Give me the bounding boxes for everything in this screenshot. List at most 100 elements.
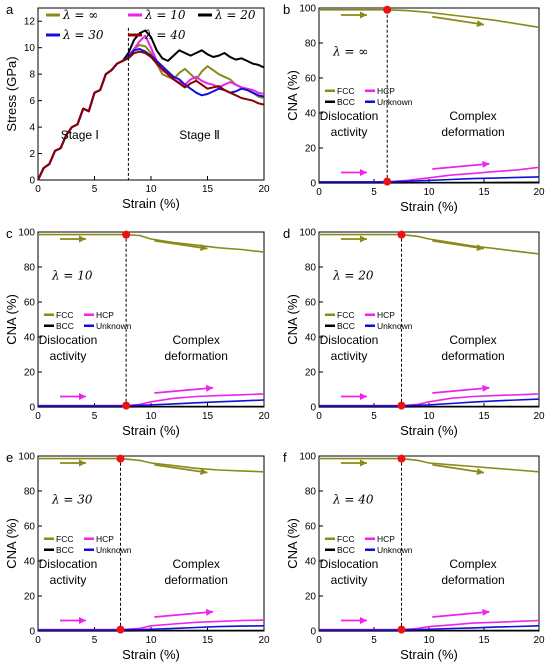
y-axis-label: CNA (%) (4, 294, 19, 345)
y-tick-label: 0 (310, 627, 316, 638)
x-tick-label: 5 (371, 635, 377, 646)
y-tick-label: 8 (29, 70, 35, 81)
hcp-arrow-2-head (482, 608, 490, 616)
x-tick-label: 0 (35, 411, 41, 422)
y-tick-label: 80 (24, 263, 36, 274)
series-line-λ = ∞ (37, 44, 265, 181)
region-label-2: deformation (441, 573, 504, 587)
y-axis-label: Stress (GPa) (4, 56, 19, 131)
hcp-arrow-2-head (482, 384, 490, 392)
panel-e: 0 5 10 15 20 0 20 40 60 80 100 Strain (%) CNA (%) e λ … (4, 450, 270, 662)
x-tick-label: 20 (533, 411, 545, 422)
panel-letter: b (283, 2, 290, 17)
y-tick-label: 60 (305, 74, 317, 85)
y-tick-label: 100 (299, 452, 316, 463)
y-tick-label: 40 (305, 333, 317, 344)
x-tick-label: 15 (478, 187, 490, 198)
legend-label: BCC (337, 321, 355, 331)
legend-label: HCP (96, 310, 114, 320)
series-line-FCC (319, 233, 540, 255)
lambda-label: λ = 30 (51, 492, 93, 506)
series-line-BCC (319, 181, 540, 184)
region-label-2: Complex (449, 333, 496, 347)
x-tick-label: 5 (92, 411, 98, 422)
transition-marker-top (383, 5, 392, 14)
region-label-1: Dislocation (39, 333, 98, 347)
legend-label: HCP (96, 534, 114, 544)
y-tick-label: 60 (305, 522, 317, 533)
y-tick-label: 40 (305, 109, 317, 120)
transition-marker-bottom (122, 401, 131, 410)
transition-marker-top (397, 230, 406, 239)
region-label-1: Dislocation (320, 557, 379, 571)
x-tick-label: 20 (533, 635, 545, 646)
legend-label: λ = 10 (144, 8, 186, 22)
transition-marker-top (397, 454, 406, 463)
region-label-2: Complex (449, 109, 496, 123)
legend-label: FCC (56, 310, 73, 320)
lambda-label: λ = ∞ (332, 44, 368, 58)
fcc-arrow-2-head (476, 20, 484, 28)
legend-label: FCC (337, 534, 354, 544)
region-label-1: activity (50, 349, 87, 363)
x-tick-label: 20 (533, 187, 545, 198)
x-tick-label: 5 (92, 184, 98, 195)
y-tick-label: 10 (24, 43, 36, 54)
stage-label-1: Stage Ⅰ (61, 128, 99, 142)
fcc-arrow-2-head (200, 244, 208, 252)
x-tick-label: 15 (478, 411, 490, 422)
lambda-label: λ = 10 (51, 268, 93, 282)
lambda-label: λ = 40 (332, 492, 374, 506)
fcc-arrow-2-shaft (432, 463, 485, 474)
fcc-arrow-2-shaft (154, 239, 208, 250)
legend-label: Unknown (377, 321, 413, 331)
y-axis-label: CNA (%) (285, 518, 300, 569)
panel-letter: e (6, 450, 13, 465)
region-label-2: Complex (449, 557, 496, 571)
y-axis-label: CNA (%) (285, 294, 300, 345)
legend-label: FCC (337, 86, 354, 96)
series-line-Unknown (38, 399, 265, 407)
legend-label: HCP (377, 534, 395, 544)
series-line-FCC (38, 233, 265, 253)
x-tick-label: 20 (258, 635, 270, 646)
hcp-arrow-2-shaft (432, 386, 490, 394)
fcc-arrow-2-head (200, 468, 208, 476)
y-tick-label: 0 (29, 176, 35, 187)
series-line-FCC (38, 457, 265, 473)
series-line-FCC (319, 9, 540, 29)
hcp-arrow-1-head (360, 169, 367, 176)
x-tick-label: 15 (202, 184, 214, 195)
panel-letter: f (283, 450, 287, 465)
series-line-Unknown (319, 625, 540, 631)
legend-label: BCC (56, 545, 74, 555)
series-line-FCC (319, 457, 540, 473)
lambda-label: λ = 20 (332, 268, 374, 282)
series-line-Unknown (319, 398, 540, 407)
region-label-1: Dislocation (39, 557, 98, 571)
x-tick-label: 15 (478, 635, 490, 646)
x-tick-label: 0 (316, 187, 322, 198)
region-label-1: activity (331, 573, 368, 587)
series-line-λ = 30 (37, 48, 265, 181)
legend-label: λ = 30 (62, 28, 104, 42)
fcc-arrow-1-head (360, 235, 367, 243)
y-axis-label: CNA (%) (285, 70, 300, 121)
y-tick-label: 0 (310, 179, 316, 190)
fcc-arrow-1-head (360, 11, 367, 19)
y-tick-label: 0 (29, 403, 35, 414)
y-tick-label: 100 (299, 228, 316, 239)
transition-marker-bottom (116, 625, 125, 634)
region-label-1: Dislocation (320, 333, 379, 347)
y-tick-label: 60 (305, 298, 317, 309)
legend-label: FCC (337, 310, 354, 320)
legend-label: λ = 20 (214, 8, 256, 22)
legend-label: λ = ∞ (62, 8, 98, 22)
x-axis-label: Strain (%) (122, 647, 180, 662)
x-tick-label: 20 (258, 411, 270, 422)
transition-marker-bottom (397, 625, 406, 634)
fcc-arrow-2-head (476, 468, 484, 476)
hcp-arrow-2-head (205, 608, 214, 616)
x-tick-label: 5 (92, 635, 98, 646)
hcp-arrow-2-shaft (432, 162, 490, 170)
